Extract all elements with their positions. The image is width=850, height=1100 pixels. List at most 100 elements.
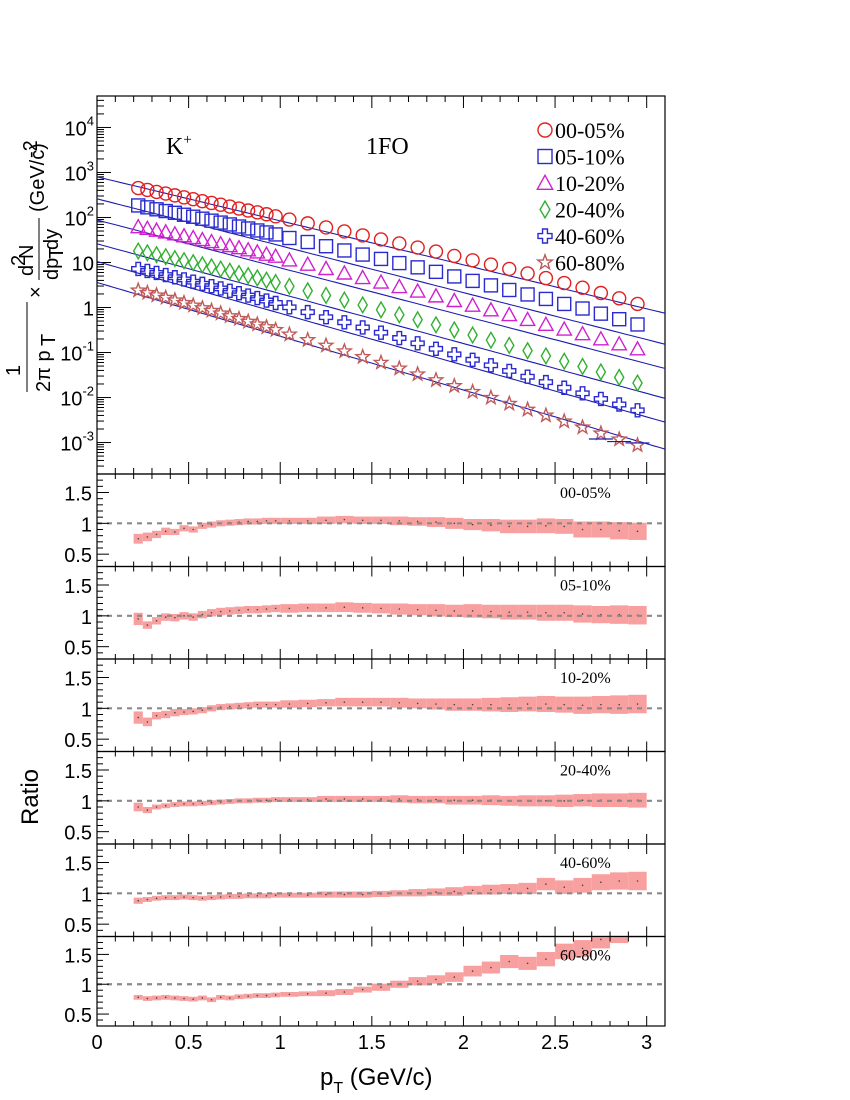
ratio-y-tick-label: 0.5 xyxy=(64,915,92,937)
ratio-point xyxy=(265,703,268,706)
marker-60-80% xyxy=(239,312,257,330)
ratio-point xyxy=(581,884,584,887)
x-tick-label: 3 xyxy=(641,1032,652,1054)
marker-05-10% xyxy=(213,215,228,230)
marker-40-60% xyxy=(195,276,210,292)
ratio-band xyxy=(610,936,629,944)
marker-00-05% xyxy=(593,285,609,301)
marker-05-10% xyxy=(410,260,425,275)
ratio-point xyxy=(164,804,167,807)
ratio-panels: 0.511.5 00-05%0.511.5 05-10%0.511.5 10-20% 0… xyxy=(64,473,666,1027)
marker-00-05% xyxy=(502,261,517,277)
ratio-y-tick-label: 1.5 xyxy=(64,576,92,598)
marker-05-10% xyxy=(195,211,210,226)
ratio-point xyxy=(600,528,602,531)
marker-40-60% xyxy=(213,281,228,296)
marker-05-10% xyxy=(465,273,480,289)
ratio-point xyxy=(361,798,364,800)
marker-05-10% xyxy=(222,217,238,232)
marker-60-80% xyxy=(147,286,166,303)
marker-60-80% xyxy=(257,317,276,335)
ratio-point xyxy=(453,976,456,978)
marker-20-40% xyxy=(357,295,369,315)
marker-00-05% xyxy=(520,266,535,281)
marker-40-60% xyxy=(520,369,535,384)
legend-label-05-10%: 05-10% xyxy=(555,145,625,170)
ratio-point xyxy=(490,966,492,969)
ratio-point xyxy=(164,996,167,999)
marker-60-80% xyxy=(138,283,157,301)
ratio-y-tick-label: 1 xyxy=(81,699,92,721)
marker-60-80% xyxy=(592,424,610,441)
ratio-panel-05-10%: 0.5 1 1.5 05-10% xyxy=(64,565,666,660)
ratio-panel-label: 60-80% xyxy=(560,948,611,965)
ratio-point xyxy=(618,529,620,532)
marker-20-40% xyxy=(196,255,208,274)
spectra-y-tick-label: 1 xyxy=(83,299,94,321)
marker-05-10% xyxy=(502,282,517,298)
ratio-point xyxy=(201,709,204,711)
fit-curve-10-20% xyxy=(97,219,665,369)
marker-10-20% xyxy=(129,218,147,234)
marker-00-05% xyxy=(259,207,274,222)
marker-20-40% xyxy=(233,264,245,283)
ratio-point xyxy=(435,978,437,981)
marker-10-20% xyxy=(555,320,573,336)
ratio-point xyxy=(146,721,149,723)
ratio-point xyxy=(398,520,401,522)
marker-10-20% xyxy=(482,301,500,317)
ratio-point xyxy=(361,893,364,896)
marker-00-05% xyxy=(176,190,192,205)
marker-60-80% xyxy=(184,296,202,313)
legend-label-20-40%: 20-40% xyxy=(555,198,625,223)
marker-00-05% xyxy=(131,180,146,196)
ratio-bands xyxy=(133,871,647,904)
ratio-point xyxy=(325,992,327,994)
ratio-point xyxy=(274,894,277,896)
ratio-point xyxy=(174,616,176,619)
ratio-point xyxy=(201,997,204,999)
spectra-y-tick-label: 102 xyxy=(65,203,94,230)
ratio-point xyxy=(174,711,176,714)
ratio-point xyxy=(636,880,639,882)
marker-60-80% xyxy=(482,388,500,406)
marker-40-60% xyxy=(410,336,425,351)
marker-05-10% xyxy=(131,198,146,213)
ratio-point xyxy=(471,970,474,972)
ratio-point xyxy=(238,995,240,998)
marker-40-60% xyxy=(240,288,256,303)
marker-10-20% xyxy=(281,251,298,267)
marker-10-20% xyxy=(464,296,481,312)
ratio-point xyxy=(380,607,382,610)
ylabel-units-exp: -2 xyxy=(20,140,42,158)
legend-marker-60-80% xyxy=(535,252,555,271)
marker-20-40% xyxy=(270,273,282,292)
ratio-point xyxy=(416,608,419,611)
ratio-point xyxy=(256,608,259,611)
ratio-point xyxy=(453,799,456,802)
ratio-point xyxy=(380,986,382,989)
ratio-panel-00-05%: 0.5 1 1.5 00-05% xyxy=(64,473,666,567)
ratio-point xyxy=(435,609,437,612)
marker-40-60% xyxy=(593,391,609,407)
marker-40-60% xyxy=(557,380,572,395)
ratio-point xyxy=(471,610,474,612)
ratio-point xyxy=(265,799,268,802)
ratio-point xyxy=(137,996,140,999)
marker-60-80% xyxy=(298,330,317,348)
legend-marker-10-20% xyxy=(536,173,554,191)
ratio-panel-10-20%: 0.5 1 1.5 10-20% xyxy=(64,658,666,752)
ylabel-frac2-den: dp xyxy=(41,258,63,280)
ratio-point xyxy=(155,619,158,622)
ratio-point xyxy=(508,611,511,613)
marker-40-60% xyxy=(337,315,352,330)
ratio-point xyxy=(435,521,437,523)
marker-40-60% xyxy=(465,352,480,367)
marker-60-80% xyxy=(202,301,221,319)
marker-05-10% xyxy=(483,278,499,293)
marker-20-40% xyxy=(160,247,172,266)
ratio-point xyxy=(581,704,584,707)
legend: 00-05%05-10%10-20%20-40%40-60%60-80% xyxy=(535,118,625,276)
marker-00-05% xyxy=(465,253,480,268)
ratio-bands xyxy=(133,515,647,544)
